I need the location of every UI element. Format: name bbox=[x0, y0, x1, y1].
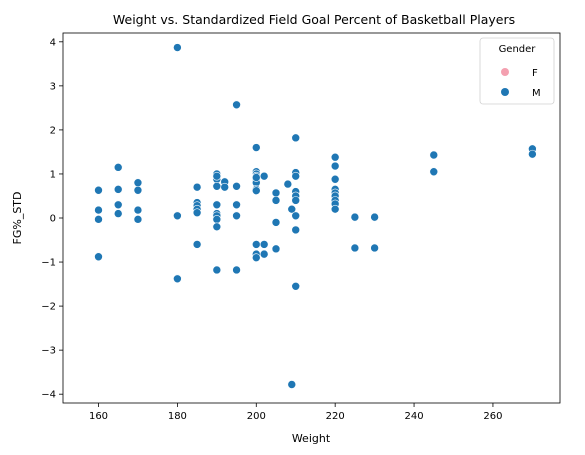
legend-label-f: F bbox=[532, 68, 538, 79]
x-tick-label: 220 bbox=[326, 411, 345, 422]
legend-label-m: M bbox=[532, 88, 541, 99]
data-point-m bbox=[370, 212, 379, 222]
data-point-m bbox=[350, 243, 360, 253]
data-point-m bbox=[350, 212, 360, 222]
data-point-m bbox=[212, 265, 222, 275]
data-point-m bbox=[232, 100, 241, 110]
x-tick-label: 180 bbox=[168, 411, 187, 422]
data-point-m bbox=[291, 133, 301, 143]
data-point-m bbox=[287, 204, 297, 214]
plot-area: 160 180 200 220 240 260 −4 −3 −2 −1 0 1 2 3 4 bbox=[41, 32, 561, 422]
data-point-m bbox=[212, 200, 222, 210]
data-point-m bbox=[330, 152, 340, 162]
y-tick-label: 1 bbox=[50, 169, 56, 180]
x-tick-label: 260 bbox=[483, 411, 502, 422]
data-point-m bbox=[287, 380, 297, 389]
y-tick-label: 4 bbox=[50, 37, 56, 48]
data-point-m bbox=[291, 196, 301, 205]
data-point-m bbox=[251, 253, 261, 262]
data-point-m bbox=[133, 205, 143, 215]
data-point-m bbox=[133, 185, 143, 195]
data-point-m bbox=[271, 244, 281, 254]
y-tick-label: 2 bbox=[50, 125, 56, 136]
data-point-m bbox=[291, 171, 301, 181]
data-point-m bbox=[173, 274, 182, 284]
data-point-m bbox=[192, 240, 202, 249]
data-point-m bbox=[192, 208, 202, 218]
data-point-m bbox=[330, 161, 340, 171]
data-point-m bbox=[212, 222, 222, 232]
data-point-m bbox=[94, 215, 103, 224]
data-point-m bbox=[113, 185, 123, 194]
data-point-m bbox=[251, 173, 261, 182]
data-point-m bbox=[528, 149, 537, 159]
data-point-m bbox=[259, 240, 269, 249]
data-point-m bbox=[330, 174, 340, 184]
data-point-m bbox=[212, 215, 222, 224]
data-point-m bbox=[133, 215, 143, 224]
data-point-m bbox=[94, 205, 103, 215]
data-points bbox=[94, 43, 537, 389]
data-point-m bbox=[330, 204, 340, 214]
y-axis-title: FG%_STD bbox=[11, 192, 24, 245]
data-point-m bbox=[212, 171, 222, 181]
data-point-m bbox=[113, 209, 123, 218]
data-point-m bbox=[94, 185, 103, 195]
x-axis: 160 180 200 220 240 260 bbox=[89, 403, 502, 422]
y-axis: −4 −3 −2 −1 0 1 2 3 4 bbox=[41, 37, 63, 401]
y-tick-label: −3 bbox=[41, 346, 56, 357]
data-point-m bbox=[271, 218, 281, 227]
y-tick-label: 3 bbox=[50, 81, 56, 92]
legend-marker-f bbox=[501, 68, 509, 76]
data-point-m bbox=[192, 182, 202, 192]
data-point-m bbox=[113, 200, 123, 210]
data-point-m bbox=[173, 43, 182, 52]
data-point-m bbox=[251, 186, 261, 195]
data-point-m bbox=[232, 181, 241, 191]
data-point-m bbox=[291, 225, 301, 235]
data-point-m bbox=[259, 171, 269, 181]
x-tick-label: 240 bbox=[405, 411, 424, 422]
data-point-m bbox=[173, 211, 182, 221]
x-tick-label: 200 bbox=[247, 411, 266, 422]
legend-box bbox=[479, 37, 555, 105]
x-axis-title: Weight bbox=[292, 432, 331, 445]
data-point-m bbox=[271, 188, 281, 198]
data-point-m bbox=[133, 178, 143, 188]
data-point-m bbox=[232, 200, 241, 210]
data-point-m bbox=[291, 281, 301, 291]
chart-title: Weight vs. Standardized Field Goal Perce… bbox=[113, 12, 515, 27]
y-tick-label: −2 bbox=[41, 302, 56, 313]
data-point-m bbox=[429, 167, 439, 177]
data-point-m bbox=[429, 150, 439, 160]
data-point-m bbox=[232, 265, 241, 275]
y-tick-label: 0 bbox=[50, 214, 56, 225]
x-tick-label: 160 bbox=[89, 411, 108, 422]
data-point-m bbox=[232, 211, 241, 221]
data-point-m bbox=[259, 249, 269, 259]
data-point-m bbox=[271, 196, 281, 205]
data-point-m bbox=[113, 163, 123, 172]
data-point-m bbox=[291, 211, 301, 221]
legend-title: Gender bbox=[499, 44, 537, 55]
plot-frame bbox=[62, 32, 561, 404]
data-point-m bbox=[251, 143, 261, 152]
data-point-m bbox=[370, 243, 379, 253]
data-point-m bbox=[220, 182, 230, 192]
legend: Gender F M bbox=[479, 37, 555, 105]
y-tick-label: −4 bbox=[41, 390, 56, 401]
data-point-m bbox=[212, 181, 222, 191]
legend-marker-m bbox=[501, 88, 509, 96]
data-point-m bbox=[251, 240, 261, 249]
y-tick-label: −1 bbox=[41, 258, 56, 269]
data-point-m bbox=[94, 252, 103, 262]
data-point-m bbox=[283, 179, 293, 189]
